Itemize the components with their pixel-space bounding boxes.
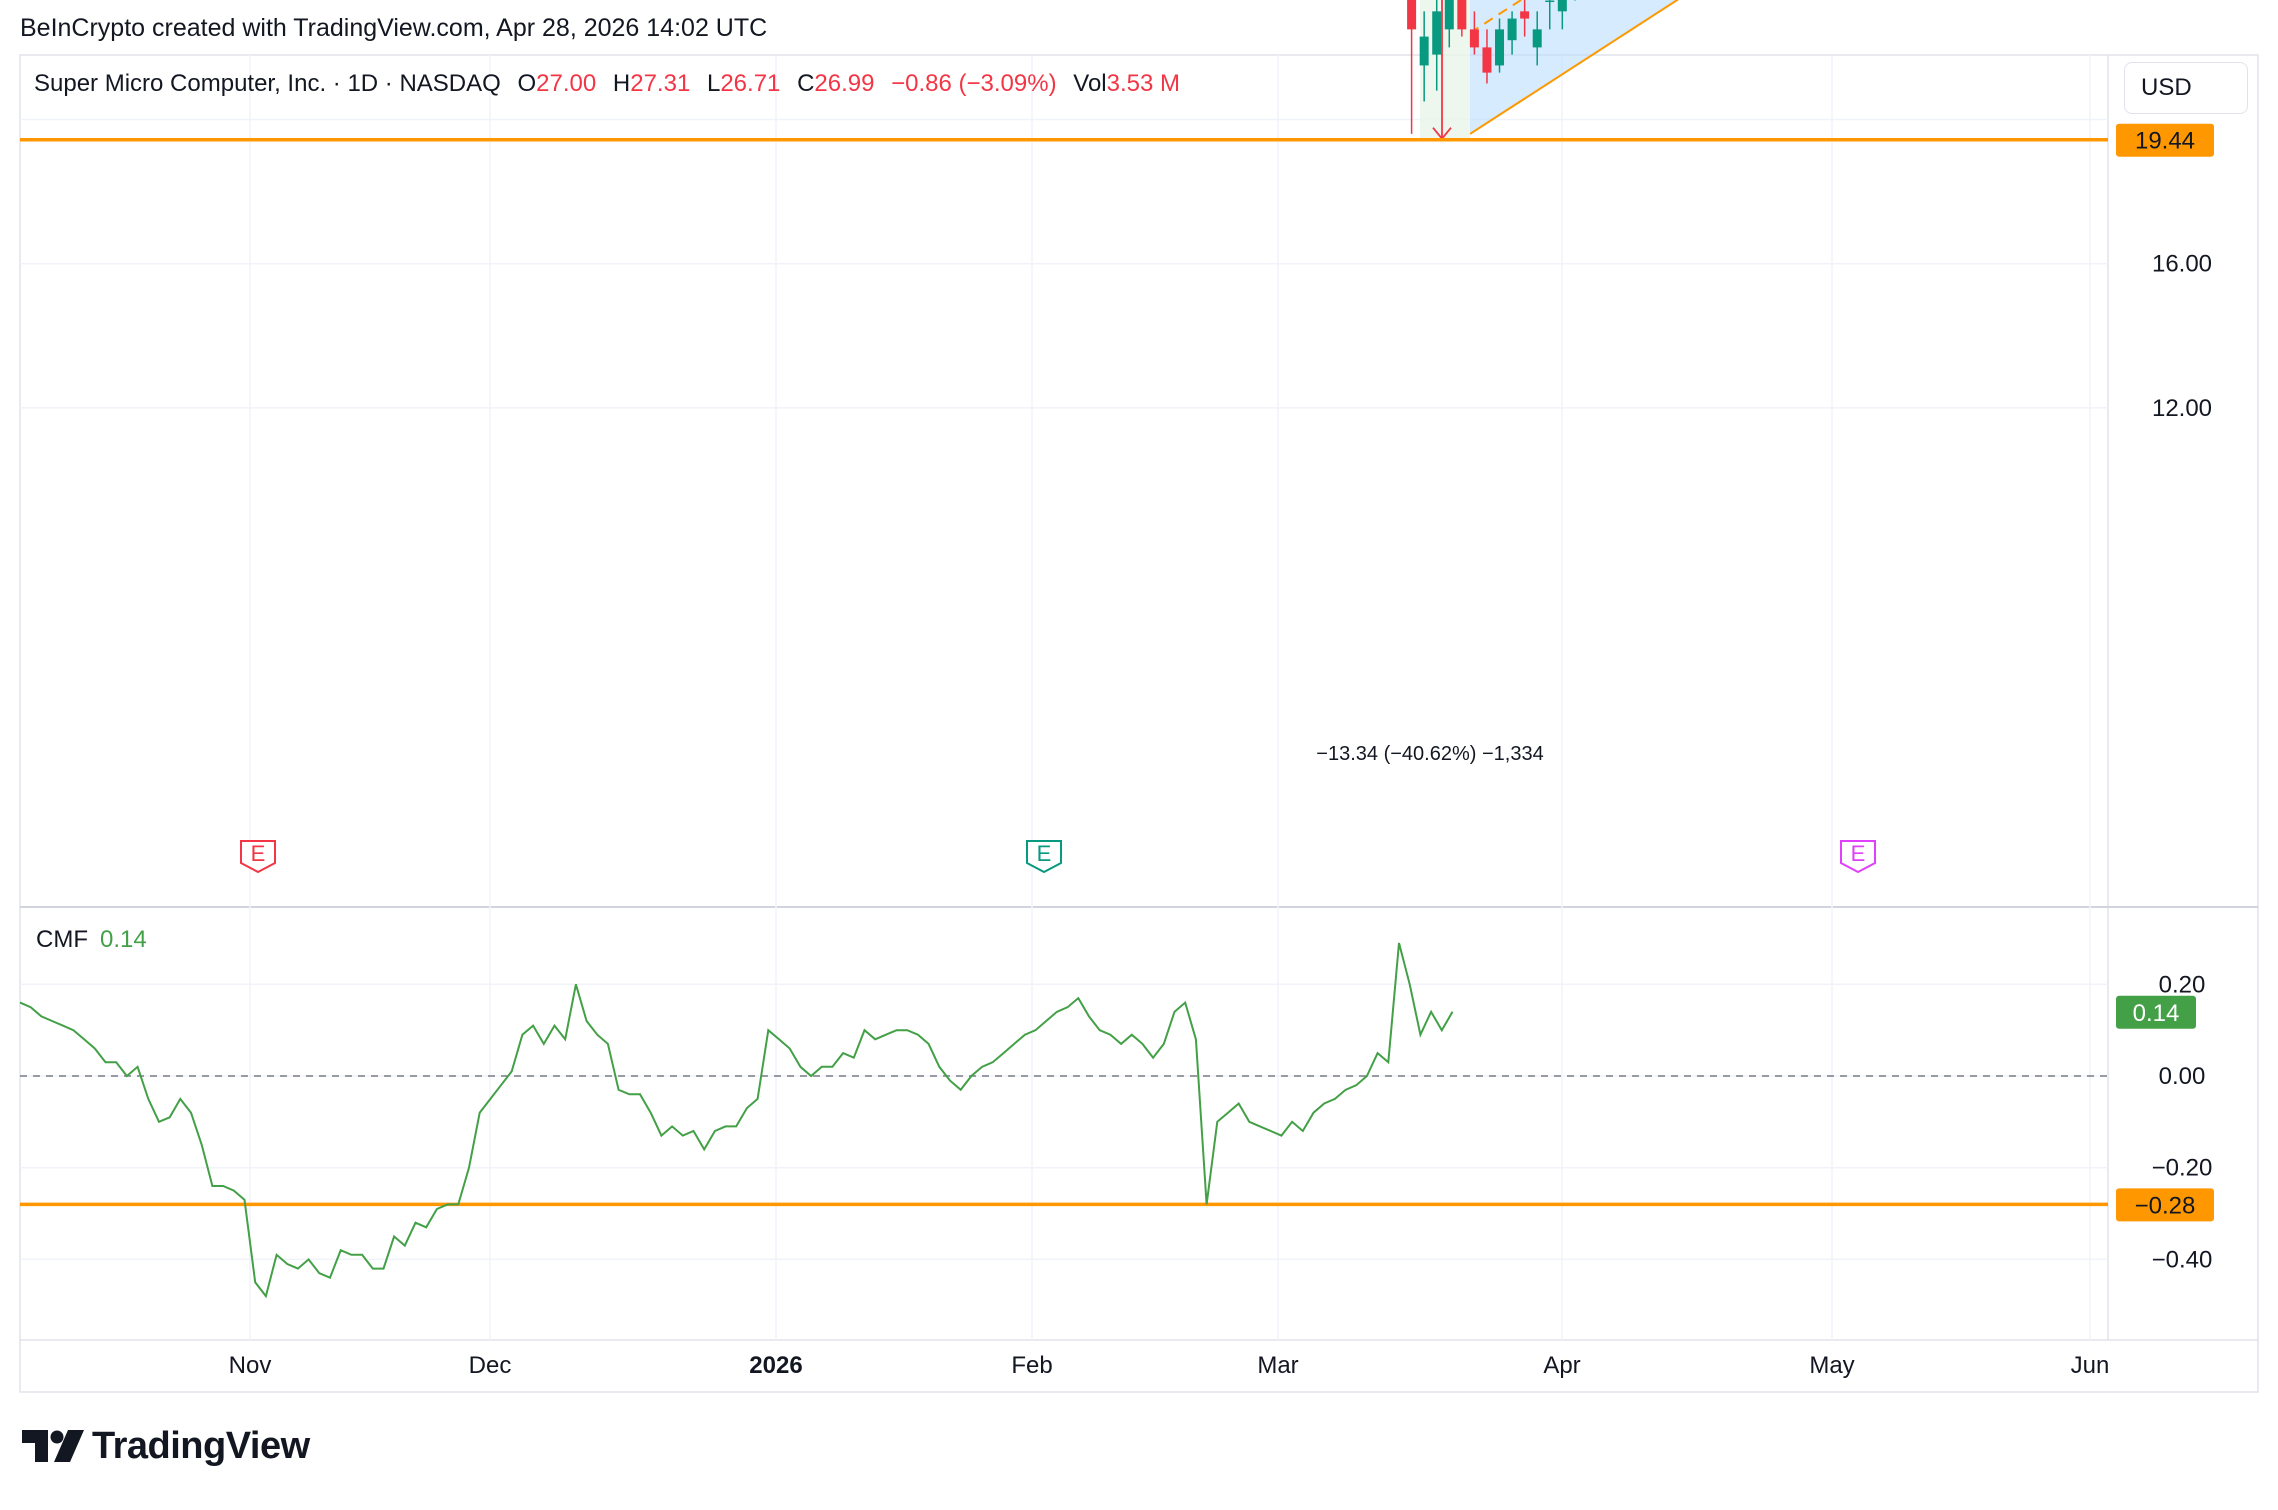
horizontal-levels[interactable]: 31.5419.44−0.28 [20,0,2214,1222]
earnings-marker-badge [1026,840,1062,874]
time-tick-label: May [1809,1352,1854,1379]
candle-body [1444,0,1454,30]
open-label: O [517,70,537,97]
candle-body [1482,47,1492,73]
price-axis: 52.0048.0044.0040.0036.0028.0024.0016.00… [2152,251,2213,1274]
candle-body [1469,29,1479,48]
measure-label: −13.34 (−40.62%) −1,334 [1316,743,1543,765]
time-tick-label: Jun [2071,1352,2110,1379]
cmf-legend: CMF 0.14 [36,926,147,954]
cmf-legend-value: 0.14 [99,926,147,953]
cmf-level-label-bg [2116,1188,2214,1222]
time-tick-label: Apr [1543,1352,1580,1379]
high-quote: H27.31 [613,70,690,97]
cmf-tick-label: 0.00 [2159,1063,2206,1090]
earnings-marker-label: E [1851,841,1866,866]
cmf-tick-label: −0.20 [2152,1155,2213,1182]
grid-lines [20,55,2108,1340]
chart-canvas[interactable]: Nov Dec 2026 Feb Mar Apr May Jun 52.0048.0044.0… [0,0,2278,1420]
cmf-tick-label: −0.40 [2152,1246,2213,1273]
cmf-line [19,942,1454,1299]
high-value: 27.31 [630,70,691,97]
volume-value: 3.53 M [1106,70,1181,97]
open-value: 27.00 [536,70,597,97]
candle-body [1557,0,1567,12]
candle-body [1532,29,1542,48]
candle-body [1419,36,1429,66]
time-tick-label: Nov [229,1352,272,1379]
earnings-marker-label: E [1037,841,1052,866]
close-label: C [797,70,815,97]
cmf-current-label: 0.14 [2133,1000,2180,1027]
cmf-level-label: −0.28 [2135,1192,2196,1219]
low-value: 26.71 [720,70,781,97]
high-label: H [612,70,631,97]
parallel-channel[interactable] [1469,0,1972,135]
low-label: L [706,70,721,97]
cmf-legend-title: CMF [36,926,88,953]
candle-body [1457,0,1467,30]
candle-body [1407,0,1417,30]
price-level-label: 19.44 [2135,128,2195,155]
candle-body [1507,18,1517,41]
tradingview-logo[interactable]: TradingView [22,1425,310,1468]
tradingview-logo-icon [22,1429,84,1462]
time-axis: Nov Dec 2026 Feb Mar Apr May Jun [229,1352,2110,1379]
channel-lower-line [1469,0,1680,135]
candlestick-series [1407,0,1576,134]
symbol-header: Super Micro Computer, Inc. · 1D · NASDAQ… [34,70,1190,98]
candle-body [1495,29,1505,66]
cmf-tick-label: 0.20 [2159,971,2206,998]
low-quote: L26.71 [707,70,780,97]
channel-fill [1470,0,1678,134]
candle-body [1432,11,1442,55]
time-tick-label: Feb [1011,1352,1052,1379]
chart-credit: BeInCrypto created with TradingView.com,… [20,14,768,42]
price-tick-label: 12.00 [2152,395,2212,422]
candle-body [1520,11,1530,19]
price-level-label-bg [2116,123,2214,157]
candle-body [1545,0,1555,3]
cmf-current-label-bg [2116,995,2196,1029]
volume-quote: Vol3.53 M [1073,70,1180,97]
time-tick-label: Mar [1257,1352,1298,1379]
currency-button[interactable]: USD [2124,62,2248,114]
time-tick-label: Dec [469,1352,512,1379]
volume-label: Vol [1073,70,1107,97]
symbol-title: Super Micro Computer, Inc. · 1D · NASDAQ [34,70,501,97]
time-tick-label: 2026 [749,1352,802,1379]
price-range-measure[interactable]: −13.34 (−40.62%) −1,334 [1316,0,1544,765]
earnings-marker-label: E [251,841,266,866]
open-quote: O27.00 [517,70,596,97]
chart-border [19,54,2259,1393]
price-tick-label: 16.00 [2152,251,2212,278]
cmf-pane: 0.14 [19,942,2196,1299]
close-value: 26.99 [814,70,875,97]
earnings-marker-badge [240,840,276,874]
close-quote: C26.99 [797,70,874,97]
tradingview-wordmark: TradingView [92,1425,310,1467]
change-value: −0.86 (−3.09%) [891,70,1057,97]
earnings-marker-badge [1840,840,1876,874]
